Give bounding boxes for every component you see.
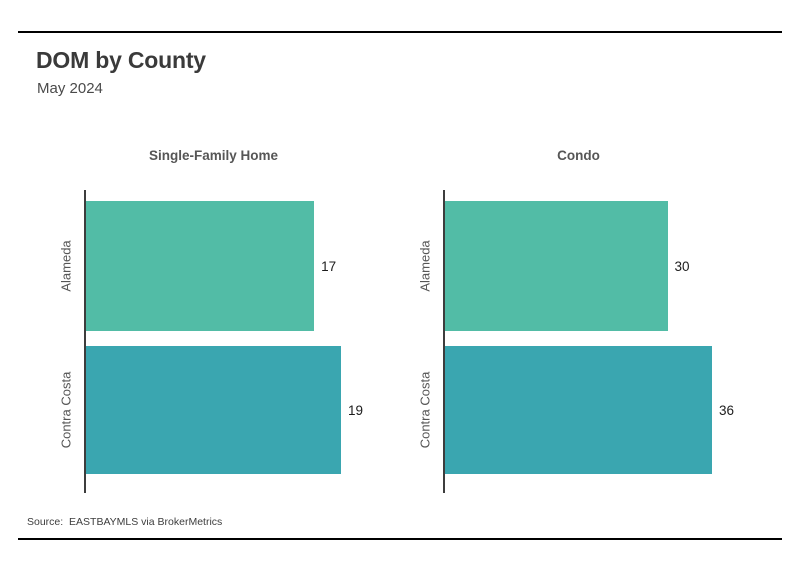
bar-row-alameda: Alameda 30 <box>418 201 712 331</box>
category-label-alameda: Alameda <box>417 240 433 292</box>
subplot-title-condo: Condo <box>557 148 600 163</box>
y-axis-line <box>83 190 86 493</box>
report-subtitle: May 2024 <box>37 80 103 97</box>
bar-row-contra-costa: Contra Costa 36 <box>418 346 734 474</box>
subplot-title-single-family-home: Single-Family Home <box>148 148 279 163</box>
value-label: 36 <box>719 402 735 418</box>
bar-contra-costa <box>445 346 712 474</box>
bar-alameda <box>86 201 315 331</box>
bottom-divider-rule <box>18 538 782 540</box>
category-label-alameda: Alameda <box>58 240 74 292</box>
bar-contra-costa <box>86 346 341 474</box>
category-label-contra-costa: Contra Costa <box>417 371 433 449</box>
subplot-condo: Alameda 30 Contra Costa 36 <box>418 190 734 493</box>
value-label: 19 <box>348 402 364 418</box>
bar-row-alameda: Alameda 17 <box>59 201 341 331</box>
report-title: DOM by County <box>36 47 206 73</box>
bar-alameda <box>445 201 668 331</box>
value-label: 30 <box>674 258 690 274</box>
source-attribution: Source: EASTBAYMLS via BrokerMetrics <box>27 516 223 528</box>
y-axis-line <box>442 190 445 493</box>
subplot-single-family-home: Alameda 17 Contra Costa 19 <box>59 190 363 493</box>
top-divider-rule <box>18 31 782 33</box>
bar-row-contra-costa: Contra Costa 19 <box>59 346 363 474</box>
category-label-contra-costa: Contra Costa <box>58 371 74 449</box>
value-label: 17 <box>321 258 337 274</box>
